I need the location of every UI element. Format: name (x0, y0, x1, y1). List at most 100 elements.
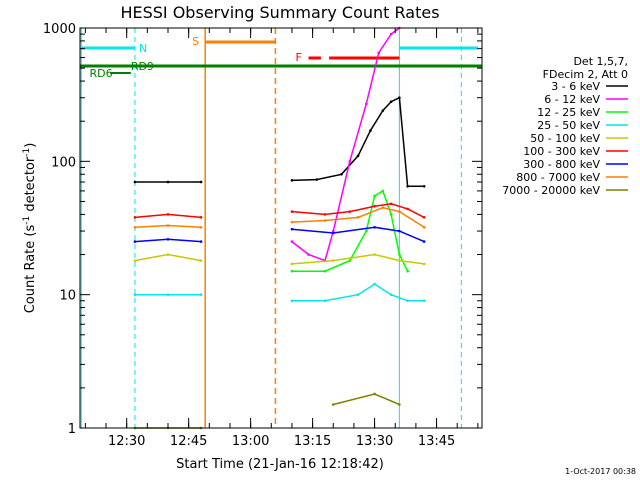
data-point (166, 213, 170, 216)
data-point (307, 253, 310, 256)
data-point (422, 262, 426, 266)
data-point (422, 299, 426, 303)
data-point (323, 213, 327, 216)
data-point (389, 100, 393, 104)
data-point (133, 240, 137, 243)
x-tick-label: 13:00 (232, 434, 269, 449)
data-point (290, 210, 294, 213)
series-layer (133, 26, 426, 430)
data-point (290, 240, 294, 243)
data-point (348, 259, 352, 262)
data-point (373, 392, 376, 396)
data-point (373, 226, 376, 229)
data-point (315, 178, 319, 181)
data-point (422, 216, 426, 219)
data-point (133, 226, 137, 229)
series-line (291, 96, 425, 188)
data-point (398, 253, 401, 256)
data-point (373, 253, 376, 256)
data-point (290, 269, 294, 273)
data-point (166, 180, 170, 184)
data-point (356, 293, 360, 296)
x-tick-label: 12:30 (108, 434, 145, 449)
data-point (373, 194, 376, 198)
data-point (373, 204, 376, 208)
data-point (133, 293, 137, 296)
x-tick-label: 12:45 (170, 434, 207, 449)
data-point (323, 299, 327, 303)
x-tick-label: 13:15 (294, 434, 331, 449)
data-point (199, 226, 203, 229)
legend-header-line1: Det 1,5,7, (573, 55, 628, 68)
data-point (365, 229, 368, 233)
data-point (348, 160, 352, 163)
data-point (331, 229, 335, 233)
series-line (333, 393, 400, 406)
data-point (406, 299, 409, 303)
data-point (290, 227, 294, 231)
data-point (290, 299, 294, 303)
data-point (290, 179, 294, 182)
y-tick-label: 1000 (43, 22, 76, 37)
night-flag-label: N (139, 42, 147, 55)
y-axis-label: Count Rate (s-1 detector-1) (22, 143, 38, 314)
rd9-flag-label: RD9 (131, 60, 154, 73)
data-point (133, 180, 137, 184)
data-point (369, 129, 372, 132)
legend-label: 100 - 300 keV (523, 145, 600, 158)
series-line (291, 27, 400, 262)
x-axis-label: Start Time (21-Jan-16 12:18:42) (176, 457, 384, 472)
data-point (381, 189, 385, 193)
data-point (398, 403, 401, 406)
data-point (389, 293, 393, 296)
data-point (199, 240, 203, 243)
data-point (166, 293, 170, 296)
series-line (291, 226, 425, 243)
data-point (422, 226, 426, 229)
footer-timestamp: 1-Oct-2017 00:38 (565, 467, 636, 476)
data-point (199, 259, 203, 262)
data-point (389, 213, 393, 216)
data-point (398, 259, 401, 262)
data-point (398, 210, 401, 213)
data-point (381, 206, 385, 209)
legend-label: 50 - 100 keV (530, 132, 600, 145)
data-point (422, 184, 426, 188)
x-tick-label: 13:30 (356, 434, 393, 449)
data-point (365, 102, 368, 106)
data-point (389, 202, 393, 206)
data-point (199, 216, 203, 219)
data-point (377, 51, 381, 55)
data-point (323, 269, 327, 273)
data-point (406, 269, 409, 273)
data-point (398, 229, 401, 233)
data-point (199, 293, 203, 296)
legend-label: 7000 - 20000 keV (502, 184, 600, 197)
data-point (422, 240, 426, 243)
data-point (290, 220, 294, 224)
data-point (166, 253, 170, 256)
data-point (356, 154, 360, 158)
data-point (373, 282, 376, 286)
series-line (291, 206, 425, 228)
legend-label: 6 - 12 keV (544, 93, 600, 106)
data-point (389, 32, 393, 36)
data-point (166, 224, 170, 227)
data-point (406, 184, 409, 188)
data-point (406, 207, 409, 211)
plot-frame (79, 27, 483, 429)
y-tick-label: 1 (68, 422, 76, 437)
observing-flags: N S F RD9 RD6 (80, 28, 482, 428)
x-tick-label: 13:45 (418, 434, 455, 449)
data-point (348, 210, 352, 213)
saa-flag-label: S (192, 35, 199, 48)
data-point (323, 219, 327, 222)
rd6-flag-label: RD6 (90, 67, 113, 80)
x-axis: 12:30 12:45 13:00 13:15 13:30 13:45 (84, 28, 479, 449)
legend-label: 12 - 25 keV (537, 106, 600, 119)
y-tick-label: 10 (59, 289, 76, 304)
legend-header-line2: FDecim 2, Att 0 (543, 68, 628, 81)
data-point (133, 259, 137, 262)
